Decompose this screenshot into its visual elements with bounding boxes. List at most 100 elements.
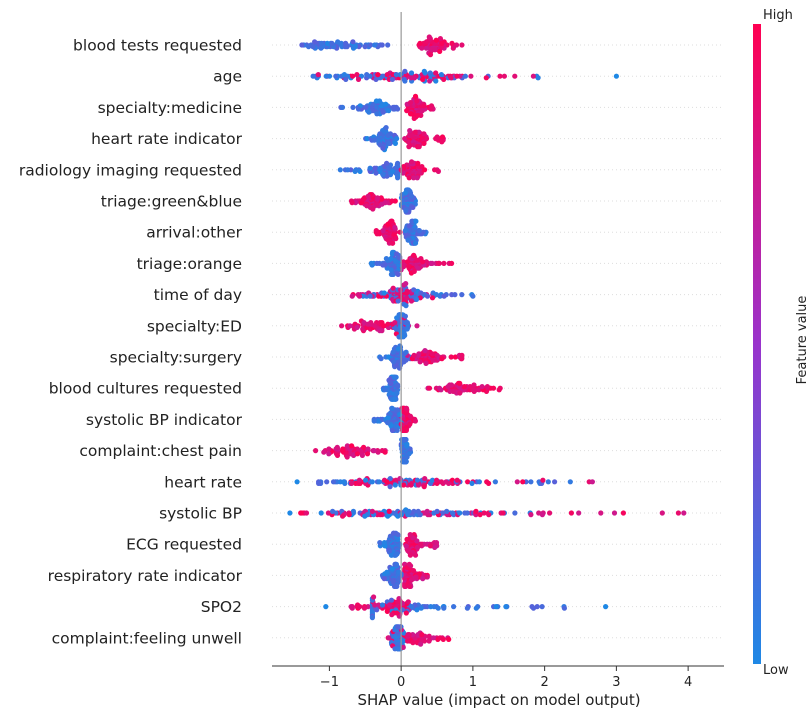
data-point: [567, 479, 573, 485]
data-point: [457, 510, 463, 516]
data-point: [310, 73, 316, 79]
feature-label: heart rate indicator: [91, 130, 243, 148]
data-point: [401, 437, 407, 443]
data-point: [390, 349, 396, 355]
data-point: [598, 510, 604, 516]
data-point: [373, 228, 379, 234]
data-point: [530, 605, 537, 611]
data-point: [402, 68, 408, 74]
data-point: [468, 73, 474, 79]
data-point: [441, 605, 447, 611]
data-point: [411, 115, 417, 121]
feature-label: complaint:chest pain: [79, 442, 242, 460]
data-point: [414, 175, 420, 181]
data-point: [441, 293, 447, 299]
data-point: [437, 48, 443, 55]
data-point: [379, 602, 386, 608]
data-point: [395, 175, 401, 181]
feature-swarm: [299, 34, 465, 58]
data-point: [493, 604, 499, 610]
data-point: [369, 615, 375, 621]
data-point: [395, 346, 401, 352]
colorbar-gradient: [753, 24, 761, 664]
data-point: [406, 583, 413, 590]
data-point: [450, 510, 456, 516]
data-point: [374, 260, 380, 266]
feature-swarm: [363, 125, 446, 153]
data-point: [471, 382, 477, 388]
data-point: [409, 193, 415, 199]
data-point: [374, 195, 381, 201]
data-point: [364, 451, 371, 457]
data-point: [354, 72, 360, 78]
data-point: [384, 72, 390, 78]
data-point: [416, 571, 422, 577]
data-point: [438, 72, 444, 78]
feature-label: blood tests requested: [73, 37, 242, 55]
data-point: [412, 418, 418, 424]
data-point: [381, 323, 387, 329]
data-point: [414, 98, 420, 104]
data-point: [452, 354, 458, 360]
data-point: [520, 479, 526, 485]
data-point: [407, 532, 413, 538]
data-point: [359, 452, 365, 458]
data-point: [419, 632, 425, 638]
data-point: [406, 144, 412, 150]
data-point: [404, 108, 410, 114]
data-point: [462, 510, 468, 516]
data-point: [390, 240, 396, 246]
data-point: [395, 298, 401, 304]
data-point: [395, 532, 401, 538]
data-point: [405, 638, 411, 644]
data-point: [385, 237, 391, 243]
feature-label: time of day: [154, 286, 242, 304]
data-point: [426, 633, 432, 639]
outlier-point: [323, 604, 329, 610]
feature-label: blood cultures requested: [49, 380, 242, 398]
data-point: [400, 644, 406, 651]
data-point: [416, 228, 422, 234]
data-point: [407, 100, 414, 106]
data-point: [389, 612, 395, 618]
data-point: [372, 323, 378, 329]
data-point: [429, 295, 436, 301]
data-point: [396, 576, 402, 582]
data-point: [410, 632, 416, 638]
feature-label: specialty:medicine: [98, 99, 242, 117]
data-point: [386, 635, 392, 641]
data-point: [394, 427, 400, 433]
data-point: [540, 477, 546, 483]
data-point: [386, 508, 392, 514]
data-point: [470, 293, 476, 299]
data-point: [434, 477, 440, 483]
data-point: [417, 541, 423, 547]
data-point: [406, 175, 412, 181]
data-point: [402, 78, 408, 84]
data-point: [373, 98, 380, 104]
data-point: [355, 602, 361, 608]
data-point: [395, 271, 401, 277]
data-point: [395, 160, 401, 166]
data-point: [429, 477, 436, 483]
data-point: [390, 530, 397, 536]
data-point: [528, 511, 534, 518]
data-point: [589, 479, 596, 485]
data-point: [457, 390, 463, 396]
data-point: [406, 264, 412, 270]
data-point: [414, 477, 420, 483]
data-point: [383, 125, 389, 131]
data-point: [404, 295, 410, 301]
data-point: [401, 482, 407, 488]
data-point: [421, 40, 427, 47]
data-point: [421, 484, 427, 490]
data-point: [407, 421, 413, 427]
data-point: [386, 354, 392, 360]
data-point: [479, 384, 485, 390]
feature-label: specialty:surgery: [110, 349, 242, 367]
data-point: [340, 513, 346, 519]
data-point: [400, 427, 406, 433]
data-point: [397, 287, 404, 293]
feature-swarm: [348, 187, 418, 215]
data-point: [334, 444, 340, 450]
